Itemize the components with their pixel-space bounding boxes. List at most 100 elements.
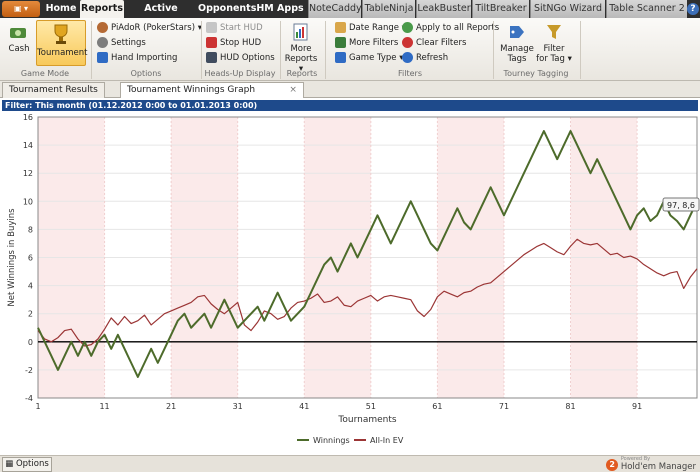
tag-filter-icon (547, 25, 561, 39)
tab-home[interactable]: Home (45, 3, 77, 14)
y-tick-label: 16 (23, 113, 33, 122)
hud-options-label: HUD Options (220, 53, 275, 63)
close-tab-icon[interactable]: × (289, 85, 297, 95)
clear-filters-button[interactable]: Clear Filters (402, 37, 466, 50)
refresh-label: Refresh (416, 53, 449, 63)
winnings-chart: -4 -2 0 2 4 6 8 10 12 14 16 1 11 21 31 41 51 61 71 81 91 Tour… (0, 112, 700, 455)
hud-options-button[interactable]: HUD Options (206, 52, 275, 65)
manage-tags-label-line1: Manage (500, 44, 534, 54)
player-selector[interactable]: PiAdoR (PokerStars) ▾ (97, 22, 202, 35)
y-tick-label: 4 (28, 282, 33, 291)
ribbon: Cash Tournament Game Mode PiAdoR (PokerS… (0, 18, 700, 81)
divider (91, 21, 92, 79)
report-icon (293, 23, 308, 41)
trophy-icon (54, 24, 68, 44)
x-tick-label: 11 (99, 402, 109, 411)
hm2-logo-icon: 2 (606, 458, 619, 471)
plot-area-border (37, 116, 698, 399)
group-label-hud: Heads-Up Display (204, 69, 276, 78)
series-line-winnings (37, 130, 698, 378)
tab-tiltbreaker[interactable]: TiltBreaker (472, 0, 529, 18)
more-filters-button[interactable]: More Filters (335, 37, 398, 50)
player-name: PiAdoR (PokerStars) (111, 23, 196, 33)
cash-button[interactable]: Cash (4, 21, 34, 65)
tab-sitngo-wizard[interactable]: SitNGo Wizard 2 (530, 0, 605, 32)
tab-notecaddy[interactable]: NoteCaddy (308, 0, 362, 18)
ribbon-tab-bar: ▣ ▾ Home Reports Active Session Opponent… (0, 0, 700, 32)
options-label: Options (15, 459, 49, 469)
series-line-all-in-ev (37, 238, 698, 347)
tooltip-box (662, 197, 700, 212)
y-tick-label: 10 (23, 197, 33, 206)
group-label-tourney-tagging: Tourney Tagging (503, 69, 569, 78)
game-type-icon (335, 52, 346, 63)
legend-label: All-In EV (370, 436, 404, 445)
filter-for-tag-label-line1: Filter (543, 44, 565, 54)
settings-button[interactable]: Settings (97, 37, 146, 50)
tab-table-scanner[interactable]: Table Scanner 2 (Be (606, 0, 687, 18)
x-tick-label: 1 (35, 402, 40, 411)
x-axis-label: Tournaments (337, 415, 396, 425)
more-reports-button[interactable]: More Reports ▾ (284, 21, 318, 74)
stop-hud-button[interactable]: Stop HUD (206, 37, 261, 50)
more-reports-label-line2: Reports ▾ (284, 54, 318, 74)
tab-leakbuster[interactable]: LeakBuster (416, 0, 471, 18)
divider (493, 21, 494, 79)
tooltip-text: 97, 8,6 (667, 201, 695, 210)
filter-icon (335, 37, 346, 48)
help-icon[interactable]: ? (687, 3, 699, 15)
group-label-options: Options (130, 69, 162, 78)
game-type-button[interactable]: Game Type ▾ (335, 52, 404, 65)
group-label-reports: Reports (286, 69, 318, 78)
x-tick-label: 21 (166, 402, 176, 411)
clear-filters-label: Clear Filters (416, 38, 467, 48)
tab-hm-apps[interactable]: HM Apps (256, 3, 304, 14)
gear-icon (97, 37, 108, 48)
hand-importing-button[interactable]: Hand Importing (97, 52, 177, 65)
doc-tab-tournament-winnings-graph[interactable]: Tournament Winnings Graph × (120, 82, 304, 98)
doc-tab-tournament-results[interactable]: Tournament Results (2, 82, 105, 98)
filter-text: Filter: This month (01.12.2012 0:00 to 0… (5, 101, 258, 110)
y-tick-label: 8 (28, 225, 33, 234)
brand-label: Hold'em Manager (620, 462, 696, 472)
filter-for-tag-label-line2: for Tag ▾ (536, 54, 572, 64)
stop-hud-label: Stop HUD (220, 38, 262, 48)
start-hud-button[interactable]: Start HUD (206, 22, 263, 35)
tournament-button[interactable]: Tournament (36, 20, 88, 66)
divider (201, 21, 202, 79)
x-tick-label: 71 (499, 402, 509, 411)
tab-tableninja[interactable]: TableNinja (362, 0, 415, 18)
manage-tags-button[interactable]: Manage Tags (498, 21, 536, 67)
date-range-button[interactable]: Date Range ▾ (335, 22, 406, 35)
stop-hud-icon (206, 37, 217, 48)
y-tick-label: 6 (28, 254, 33, 263)
game-type-label: Game Type (349, 53, 397, 63)
x-tick-label: 81 (565, 402, 575, 411)
y-tick-label: 12 (23, 169, 33, 178)
manage-tags-label-line2: Tags (507, 54, 527, 64)
cash-label: Cash (8, 44, 30, 54)
tab-reports[interactable]: Reports (80, 0, 124, 18)
divider (325, 21, 326, 79)
filter-bar: Filter: This month (01.12.2012 0:00 to 0… (2, 100, 698, 111)
apply-icon (402, 22, 413, 33)
tab-opponents[interactable]: Opponents (198, 3, 257, 14)
y-axis-label: Net Winnings in Buyins (7, 208, 17, 307)
x-tick-label: 31 (233, 402, 243, 411)
group-label-filters: Filters (398, 69, 422, 78)
player-icon (97, 22, 108, 33)
options-button[interactable]: ▦ Options (2, 457, 52, 472)
apply-all-reports-button[interactable]: Apply to all Reports (402, 22, 499, 35)
document-tab-bar: Tournament Results Tournament Winnings G… (0, 81, 700, 98)
refresh-button[interactable]: Refresh (402, 52, 448, 65)
more-filters-label: More Filters (349, 38, 399, 48)
date-range-label: Date Range (349, 23, 399, 33)
y-tick-label: 0 (28, 338, 33, 347)
filter-for-tag-button[interactable]: Filter for Tag ▾ (536, 21, 572, 67)
tournament-label: Tournament (37, 48, 88, 58)
settings-label: Settings (111, 38, 146, 48)
app-menu-button[interactable]: ▣ ▾ (2, 1, 40, 17)
tab-active-session[interactable]: Active Session (140, 3, 181, 32)
cash-icon (10, 28, 26, 38)
